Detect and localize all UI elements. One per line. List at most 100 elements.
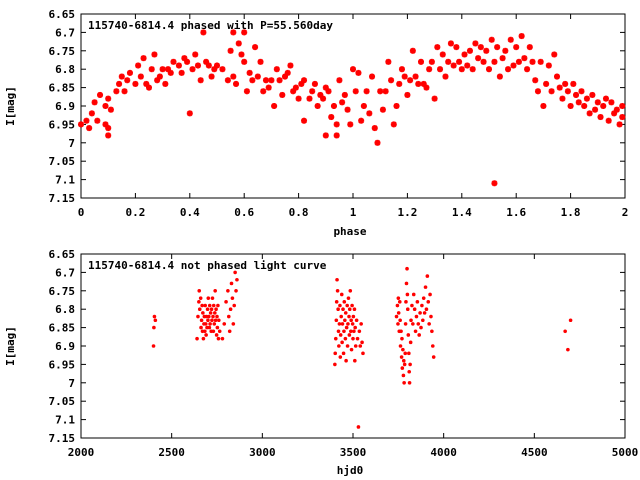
data-point bbox=[243, 88, 250, 95]
data-point bbox=[208, 322, 212, 326]
data-point bbox=[458, 66, 465, 73]
data-point bbox=[349, 318, 353, 323]
data-point bbox=[213, 311, 217, 315]
data-point bbox=[347, 121, 354, 128]
data-point bbox=[105, 132, 112, 139]
data-point bbox=[406, 333, 411, 337]
data-point bbox=[338, 355, 343, 359]
data-point bbox=[229, 281, 234, 286]
data-point bbox=[456, 58, 463, 65]
data-point bbox=[407, 77, 414, 84]
data-point bbox=[86, 125, 93, 132]
data-point bbox=[333, 351, 338, 356]
data-point bbox=[322, 132, 329, 139]
data-point bbox=[559, 95, 566, 102]
data-point bbox=[412, 307, 417, 312]
data-point bbox=[419, 325, 423, 330]
data-point bbox=[226, 314, 231, 319]
data-point bbox=[214, 62, 220, 69]
data-point bbox=[431, 95, 438, 102]
data-point bbox=[363, 88, 370, 95]
y-tick-label: 7.05 bbox=[49, 155, 76, 168]
data-point bbox=[212, 322, 217, 326]
data-point bbox=[162, 80, 169, 87]
data-point bbox=[431, 355, 436, 359]
x-tick-label: 2 bbox=[622, 206, 629, 219]
data-point bbox=[408, 340, 413, 345]
data-point bbox=[409, 47, 416, 54]
data-point bbox=[397, 300, 402, 304]
data-point bbox=[398, 66, 405, 73]
data-point bbox=[340, 322, 345, 326]
data-point bbox=[197, 77, 204, 84]
data-point bbox=[420, 303, 424, 308]
data-point bbox=[374, 139, 381, 146]
data-point bbox=[575, 99, 582, 106]
y-tick-label: 6.85 bbox=[49, 82, 76, 95]
data-point bbox=[152, 314, 157, 319]
data-points bbox=[78, 29, 626, 187]
data-point bbox=[153, 318, 158, 323]
y-tick-label: 6.75 bbox=[49, 285, 76, 298]
data-point bbox=[349, 347, 354, 352]
data-point bbox=[515, 58, 522, 65]
data-point bbox=[398, 318, 402, 323]
data-point bbox=[167, 69, 174, 76]
phased-light-curve-panel: 115740-6814.4 phased with P=55.560day ph… bbox=[4, 8, 628, 238]
data-point bbox=[537, 58, 544, 65]
data-point bbox=[241, 29, 248, 36]
data-point bbox=[540, 103, 547, 109]
data-point bbox=[415, 300, 420, 304]
data-point bbox=[210, 296, 215, 300]
data-point bbox=[592, 106, 599, 113]
y-tick-label: 7 bbox=[68, 137, 75, 150]
data-point bbox=[416, 322, 421, 326]
data-point bbox=[265, 84, 272, 91]
data-point bbox=[371, 125, 378, 132]
data-point bbox=[273, 66, 280, 73]
data-point bbox=[211, 329, 216, 334]
data-point bbox=[220, 336, 225, 341]
data-point bbox=[210, 318, 214, 323]
data-point bbox=[345, 303, 349, 308]
data-point bbox=[486, 66, 492, 73]
data-point bbox=[320, 95, 327, 102]
data-point bbox=[413, 329, 418, 334]
axis-ticks: 0 0.2 0.4 0.6 0.8 1 1.2 1.4 1.6 1.8 2 6.65 6.7 6.75 6.… bbox=[49, 8, 629, 219]
data-point bbox=[228, 307, 233, 312]
data-point bbox=[330, 103, 337, 109]
data-point bbox=[583, 95, 590, 102]
data-point bbox=[192, 51, 199, 58]
data-point bbox=[341, 307, 345, 312]
data-point bbox=[423, 285, 428, 289]
data-point bbox=[430, 344, 435, 348]
data-point bbox=[600, 103, 607, 109]
data-point bbox=[412, 73, 419, 80]
data-point bbox=[102, 103, 109, 109]
data-point bbox=[551, 51, 558, 58]
data-point bbox=[311, 80, 318, 87]
data-point bbox=[411, 322, 415, 326]
data-point bbox=[241, 58, 248, 65]
data-point bbox=[151, 51, 158, 58]
data-point bbox=[206, 318, 210, 323]
data-point bbox=[336, 307, 340, 312]
data-point bbox=[217, 318, 221, 323]
data-point bbox=[215, 314, 219, 319]
data-point bbox=[351, 336, 355, 341]
data-point bbox=[105, 95, 112, 102]
data-point bbox=[198, 296, 203, 300]
data-point bbox=[434, 44, 441, 51]
data-point bbox=[227, 47, 234, 54]
data-point bbox=[477, 44, 484, 51]
data-point bbox=[347, 307, 352, 312]
data-point bbox=[453, 44, 460, 51]
data-point bbox=[214, 333, 219, 337]
data-point bbox=[343, 318, 347, 323]
unphased-light-curve-panel: 115740-6814.4 not phased light curve hjd… bbox=[4, 248, 638, 477]
data-point bbox=[260, 88, 267, 95]
x-tick-label: 0.4 bbox=[180, 206, 200, 219]
data-point bbox=[350, 66, 356, 73]
data-point bbox=[135, 62, 142, 69]
data-point bbox=[450, 62, 457, 69]
